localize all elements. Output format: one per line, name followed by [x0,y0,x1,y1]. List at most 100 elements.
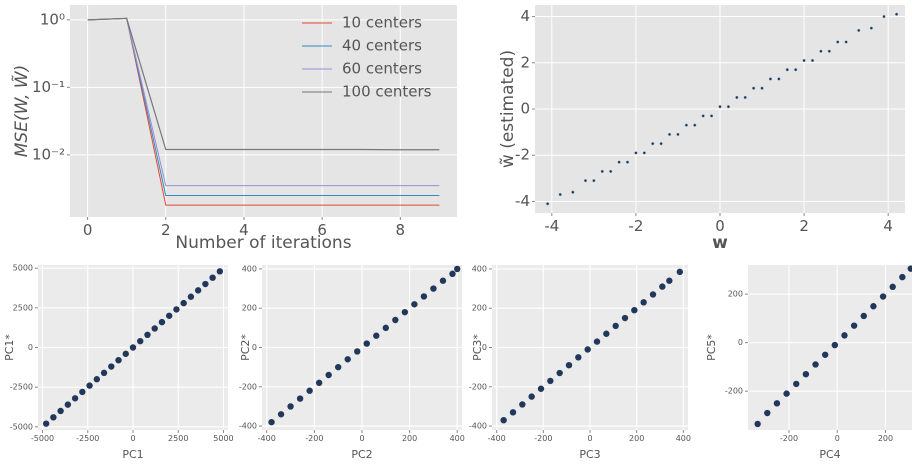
point [609,169,613,173]
point [373,332,380,339]
point [151,325,158,332]
x-tick-label: 400 [676,434,691,443]
point [86,382,93,389]
point [565,361,573,369]
point [509,409,517,416]
line [87,17,440,206]
x-tick-label: 200 [629,434,644,443]
x-axis-label: PC2 [351,448,372,461]
point [571,190,575,194]
x-tick-label: 0 [587,434,592,443]
point [603,330,610,337]
point [764,409,771,417]
y-tick-label: 0 [520,100,530,118]
point [752,86,756,90]
point [794,68,798,72]
x-tick-label: 2500 [168,434,188,443]
y-tick-label: -200 [725,387,743,396]
point [773,400,781,407]
point [144,331,151,339]
point [216,268,224,275]
x-tick-label: -5000 [31,434,54,443]
y-tick-label: 4 [520,7,530,25]
y-tick-label: -200 [469,382,487,391]
x-axis-label: w [712,233,728,253]
x-tick-label: 0 [83,221,93,239]
point [287,403,294,410]
point [363,340,370,347]
x-tick-label: -4 [544,217,559,235]
point [612,322,619,330]
x-tick-label: -400 [258,434,276,443]
point [454,265,461,273]
x-tick-label: 2 [161,221,171,239]
point [617,160,621,164]
point [411,301,418,308]
y-tick-label: -2 [515,146,530,164]
point [296,395,304,402]
point [158,318,166,326]
point [115,356,122,364]
point [625,160,630,164]
point [584,346,591,353]
x-tick-label: 200 [878,434,893,443]
point [821,351,829,358]
point [202,280,209,288]
point [122,350,129,358]
x-axis-label: Number of iterations [175,233,351,253]
point [735,95,739,100]
point [621,314,629,322]
point [546,202,550,206]
point [449,270,456,278]
legend-label: 40 centers [342,37,422,55]
point [701,114,705,118]
y-tick-label: -5000 [10,422,33,431]
y-tick-label: 2500 [13,303,33,312]
y-tick-label: 400 [472,264,487,273]
x-tick-label: 0 [835,434,840,443]
point [519,401,526,408]
x-tick-label: -200 [534,434,552,443]
y-tick-label: 0 [28,343,33,352]
y-tick-label: 0 [252,343,257,352]
legend-label: 10 centers [342,14,422,32]
point [209,274,216,281]
plot-background [70,5,457,217]
point [42,420,50,427]
point [631,306,638,314]
point [693,123,697,127]
point [430,285,437,292]
point [831,341,839,349]
point [556,369,563,377]
x-tick-label: -200 [305,434,323,443]
point [575,354,582,361]
point [870,303,877,310]
panel: -200 0 200 -200 0 200 PC4 PC5* [705,265,912,461]
panel: -5000 -2500 0 2500 5000 -5000 -2500 0 2500 5000 PC… [3,264,234,461]
x-tick-label: 4 [883,217,893,235]
y-tick-label: -400 [469,422,487,431]
x-tick-label: 4 [239,221,249,239]
x-tick-label: 0 [130,434,135,443]
line [87,17,440,151]
x-tick-label: 200 [402,434,417,443]
point [676,268,684,276]
point [860,312,867,320]
y-axis-label: PC2* [239,334,252,361]
x-tick-label: 5000 [213,434,233,443]
panel: -400 -200 0 200 400 -400 -200 0 200 400 PC3 PC3* [469,264,691,461]
point [642,151,646,155]
point [649,291,657,298]
point [325,371,332,379]
x-tick-label: 6 [317,221,327,239]
y-tick-label: 400 [242,264,257,273]
point [64,401,72,408]
point [844,40,848,44]
y-axis-label: PC3* [471,334,484,361]
y-tick-label: -400 [239,422,257,431]
point [783,390,790,397]
panel: -400 -200 0 200 400 -400 -200 0 200 400 PC2 PC2* [239,264,465,461]
point [57,407,64,415]
legend-label: 60 centers [342,60,422,78]
point [651,142,655,146]
